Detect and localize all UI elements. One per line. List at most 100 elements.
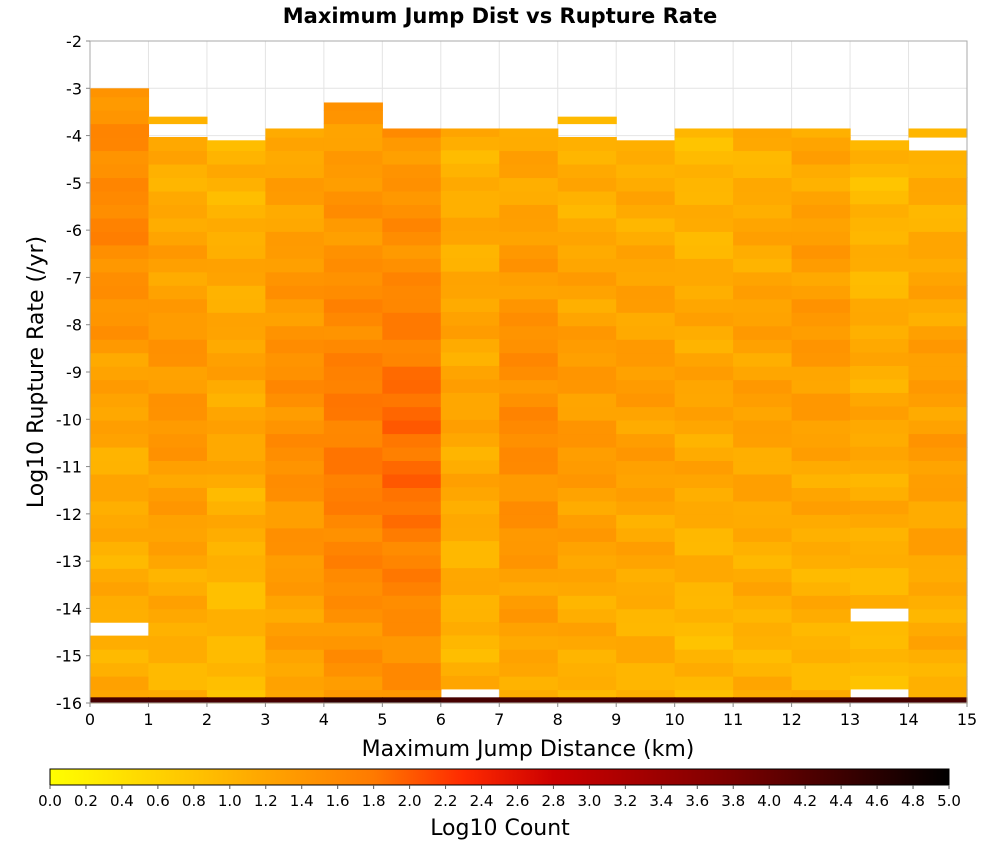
heatmap-cell — [440, 405, 500, 420]
heatmap-cell — [557, 649, 617, 664]
heatmap-cell — [674, 554, 734, 569]
heatmap-cell — [674, 379, 734, 394]
heatmap-cell — [148, 150, 208, 165]
heatmap-cell — [850, 338, 910, 353]
heatmap-cell — [90, 608, 150, 623]
heatmap-cell — [90, 190, 150, 205]
heatmap-cell — [557, 406, 617, 421]
heatmap-cell — [616, 339, 676, 354]
heatmap-cell — [90, 271, 150, 286]
heatmap-cell — [616, 514, 676, 529]
heatmap-cell — [499, 204, 559, 219]
heatmap-cell — [733, 150, 793, 165]
heatmap-cell — [90, 433, 150, 448]
heatmap-cell — [148, 419, 208, 435]
heatmap-cell — [440, 486, 500, 501]
colorbar-tick-label: 1.4 — [290, 792, 314, 810]
heatmap-cell — [557, 204, 617, 219]
heatmap-cell — [616, 258, 676, 273]
heatmap-cell — [908, 190, 968, 205]
heatmap-cell — [265, 595, 325, 610]
heatmap-cell — [440, 446, 500, 461]
heatmap-cell — [440, 217, 500, 232]
heatmap-cell — [616, 649, 676, 664]
heatmap-cell-bottom — [674, 697, 734, 703]
colorbar-ticks: 0.0 0.2 0.4 0.6 0.8 1.0 1.2 1.4 1.6 1.8 2.0 2.2 2.4 2… — [38, 785, 961, 810]
heatmap-cell — [499, 487, 559, 502]
heatmap-cell — [265, 325, 325, 340]
heatmap-cell — [148, 662, 208, 677]
heatmap-cell — [557, 271, 617, 286]
heatmap-cell — [323, 190, 383, 205]
x-tick-label: 12 — [781, 710, 801, 729]
heatmap-cell — [616, 662, 676, 677]
heatmap-cell-bottom — [382, 697, 442, 703]
heatmap-cell — [791, 271, 851, 286]
heatmap-cell — [90, 204, 150, 219]
heatmap-cell — [265, 527, 325, 542]
x-tick-label: 1 — [143, 710, 153, 729]
heatmap-cell — [733, 244, 793, 259]
heatmap-cell — [382, 271, 442, 286]
heatmap-cell — [557, 514, 617, 529]
heatmap-cell — [382, 649, 442, 664]
heatmap-cell — [382, 136, 442, 152]
heatmap-cell — [616, 676, 676, 691]
heatmap-cell — [206, 366, 266, 381]
heatmap-cell — [908, 433, 968, 448]
heatmap-cell — [850, 190, 910, 205]
colorbar-tick-label: 3.2 — [613, 792, 637, 810]
heatmap-cell — [90, 298, 150, 313]
heatmap-cell — [382, 527, 442, 542]
heatmap-cell — [265, 608, 325, 623]
heatmap-cell — [908, 271, 968, 286]
heatmap-cell — [616, 217, 676, 232]
heatmap-cell — [499, 419, 559, 435]
heatmap-cell — [382, 622, 442, 637]
heatmap-cell — [148, 325, 208, 340]
heatmap-cell — [206, 568, 266, 583]
colorbar-tick-label: 0.8 — [182, 792, 206, 810]
y-tick-label: -6 — [66, 221, 82, 240]
y-tick-label: -10 — [56, 410, 82, 429]
heatmap-cell — [733, 635, 793, 650]
heatmap-cell-bottom — [908, 697, 968, 703]
heatmap-cell — [206, 244, 266, 259]
heatmap-cell — [674, 136, 734, 152]
heatmap-cell — [499, 446, 559, 462]
heatmap-cell — [265, 312, 325, 327]
heatmap-cell — [382, 554, 442, 569]
heatmap-cell — [265, 568, 325, 583]
heatmap-cell — [382, 258, 442, 273]
heatmap-cell — [148, 312, 208, 327]
colorbar-tick-label: 0.2 — [74, 792, 98, 810]
heatmap-cell — [148, 116, 208, 125]
heatmap-cell — [908, 500, 968, 515]
heatmap-cell — [791, 446, 851, 462]
heatmap-cell — [908, 406, 968, 421]
colorbar-tick-label: 3.0 — [577, 792, 601, 810]
heatmap-cell — [616, 244, 676, 259]
heatmap-cell — [791, 595, 851, 610]
heatmap-cell — [323, 514, 383, 529]
heatmap-cell — [382, 163, 442, 179]
heatmap-cell — [850, 554, 910, 569]
heatmap-cell — [206, 177, 266, 192]
heatmap-cell — [323, 110, 383, 125]
heatmap-cell — [791, 163, 851, 179]
heatmap-cell — [148, 393, 208, 408]
heatmap-cell — [148, 514, 208, 529]
colorbar-tick-label: 0.4 — [110, 792, 134, 810]
heatmap-cell — [323, 541, 383, 556]
heatmap-cell — [908, 676, 968, 691]
heatmap-cell — [733, 190, 793, 205]
heatmap-cell — [440, 136, 500, 151]
heatmap-cell — [90, 379, 150, 394]
heatmap-cell — [440, 149, 500, 164]
heatmap-cell — [733, 568, 793, 583]
heatmap-cell — [148, 406, 208, 421]
heatmap-cell — [265, 285, 325, 300]
heatmap-cell — [90, 88, 150, 98]
heatmap-cell — [265, 406, 325, 421]
heatmap-cell — [616, 554, 676, 569]
